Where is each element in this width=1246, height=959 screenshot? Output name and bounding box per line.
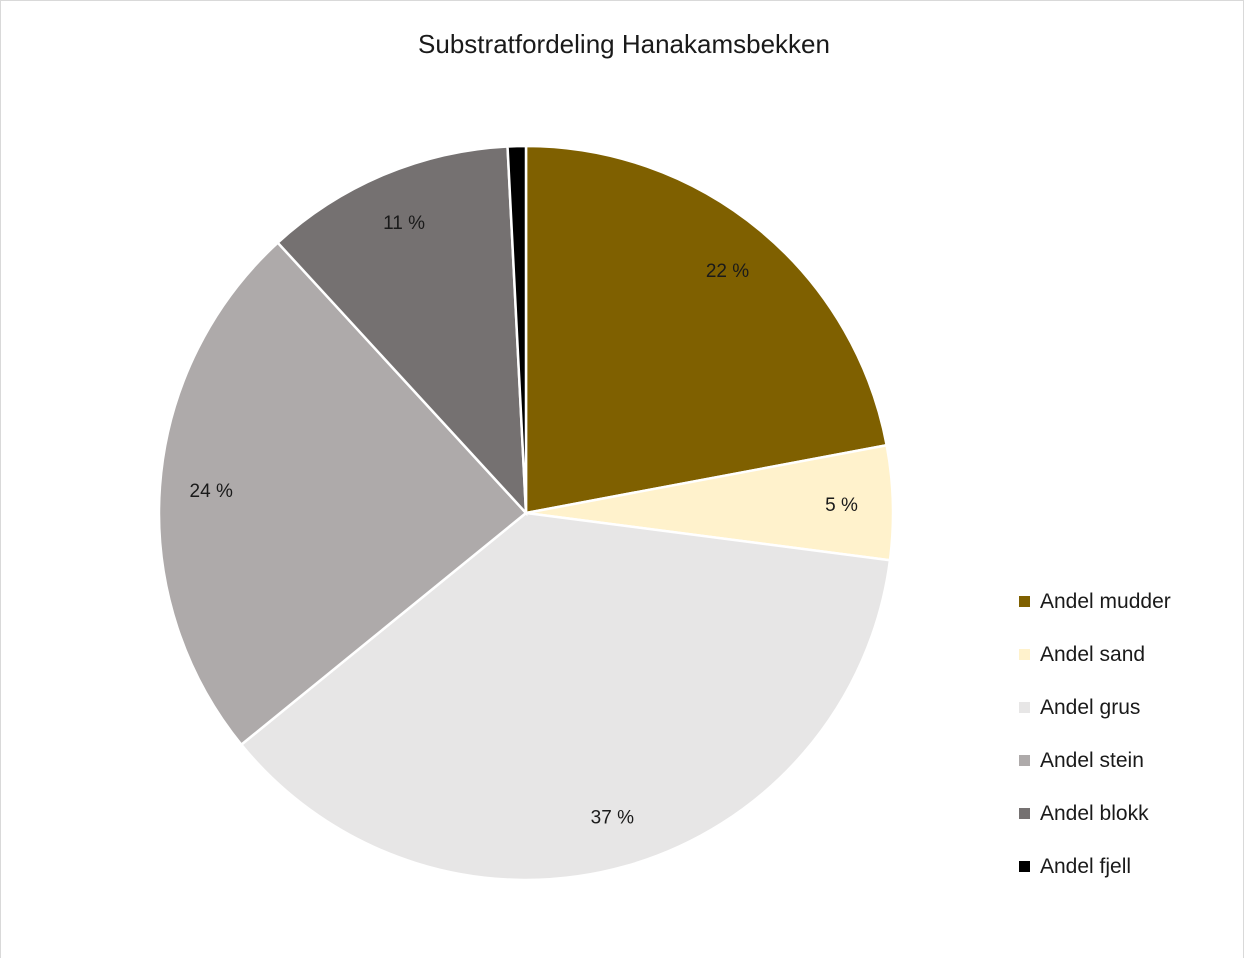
legend-item-andel-blokk: Andel blokk [1019, 787, 1171, 840]
pie-slice-andel-blokk [275, 145, 528, 517]
pie-slice-andel-stein [157, 240, 528, 747]
legend-label: Andel stein [1040, 748, 1144, 772]
legend-swatch [1019, 596, 1030, 607]
legend-label: Andel blokk [1040, 801, 1149, 825]
data-label-andel-sand: 5 % [825, 495, 858, 516]
legend-item-andel-grus: Andel grus [1019, 681, 1171, 734]
chart-title: Substratfordeling Hanakamsbekken [418, 29, 830, 59]
legend-label: Andel sand [1040, 642, 1146, 666]
legend-item-andel-mudder: Andel mudder [1019, 575, 1171, 628]
legend-label: Andel fjell [1040, 854, 1132, 878]
legend-swatch [1019, 702, 1030, 713]
data-label-andel-stein: 24 % [190, 481, 233, 502]
legend-label: Andel grus [1040, 695, 1141, 719]
legend-swatch [1019, 649, 1030, 660]
legend-item-andel-sand: Andel sand [1019, 628, 1171, 681]
chart-legend: Andel mudder Andel sand Andel grus Andel st… [1019, 575, 1171, 893]
pie-slice-andel-fjell [506, 144, 528, 514]
data-label-andel-grus: 37 % [591, 808, 634, 829]
legend-item-andel-stein: Andel stein [1019, 734, 1171, 787]
pie-slice-andel-grus [239, 511, 892, 882]
data-label-andel-mudder: 22 % [706, 261, 749, 282]
legend-label: Andel mudder [1040, 589, 1171, 613]
pie-slice-andel-mudder [524, 144, 889, 515]
legend-swatch [1019, 755, 1030, 766]
legend-item-andel-fjell: Andel fjell [1019, 840, 1171, 893]
legend-swatch [1019, 861, 1030, 872]
data-label-andel-blokk: 11 % [383, 213, 425, 234]
legend-swatch [1019, 808, 1030, 819]
